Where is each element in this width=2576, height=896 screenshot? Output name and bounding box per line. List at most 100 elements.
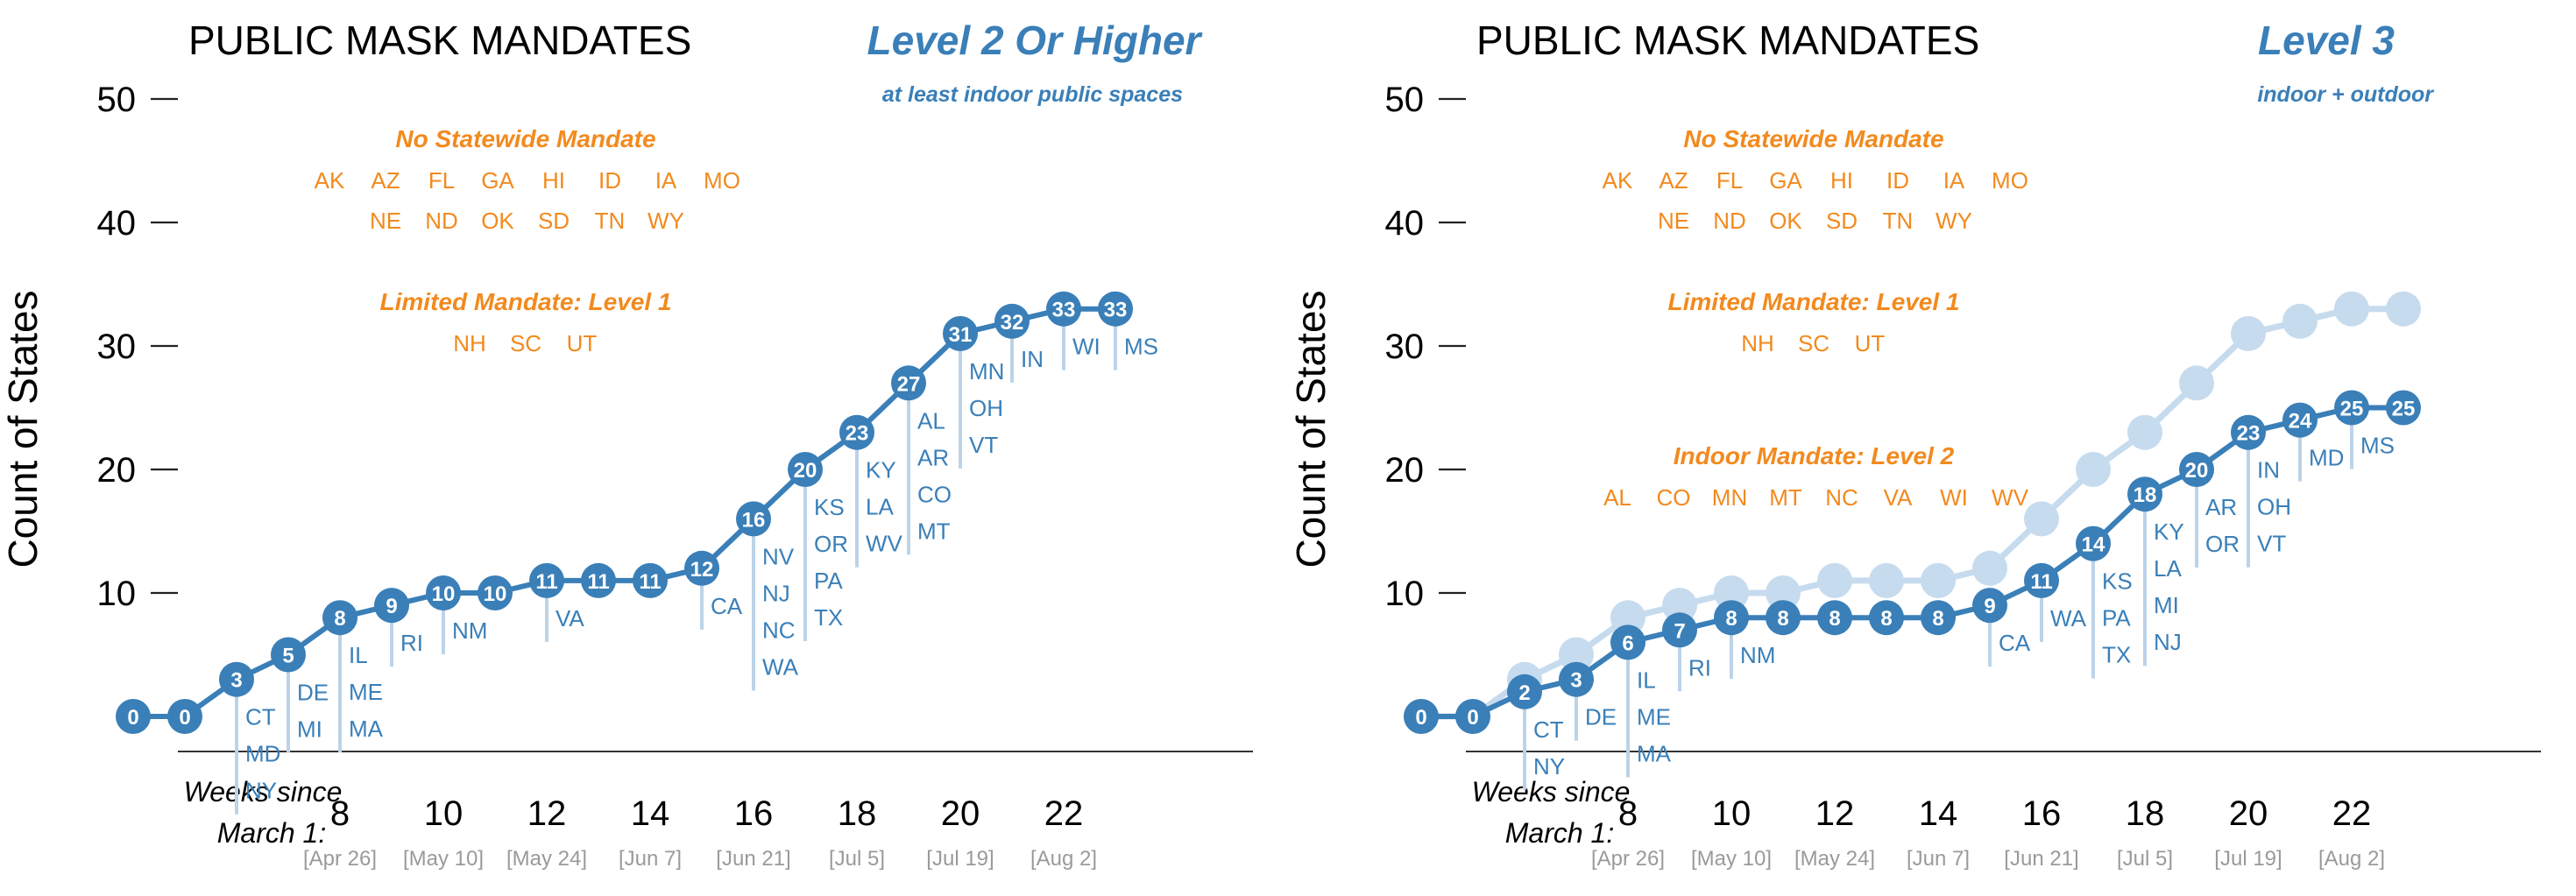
x-tick-label: 8	[1618, 794, 1638, 833]
background-series-point	[1714, 575, 1749, 610]
y-tick-label: 20	[1385, 451, 1425, 490]
background-series-point	[2076, 452, 2111, 487]
data-point	[736, 501, 771, 537]
annotation-state: IA	[655, 167, 677, 194]
x-axis-label-line2: March 1:	[1505, 817, 1614, 849]
state-label: CA	[711, 593, 743, 619]
data-point-label: 3	[230, 669, 242, 693]
x-tick-label: 20	[2229, 794, 2268, 833]
background-series-point	[1921, 562, 1956, 598]
annotation-state: ND	[425, 208, 458, 234]
data-point-label: 0	[179, 706, 190, 730]
x-date-label: [Jul 5]	[2117, 847, 2173, 871]
data-point	[1455, 699, 1490, 734]
data-point-label: 23	[846, 422, 869, 446]
state-label: IN	[1021, 346, 1044, 372]
state-label: WV	[866, 531, 903, 557]
x-axis-label-line1: Weeks since	[184, 776, 343, 808]
state-label: MI	[2154, 592, 2179, 618]
state-label: NM	[452, 617, 487, 644]
annotation-state: NH	[453, 330, 486, 356]
annotation-state: UT	[1855, 330, 1886, 356]
state-label: AR	[2205, 494, 2237, 520]
x-date-label: [Jul 19]	[926, 847, 994, 871]
state-label: NC	[762, 617, 796, 643]
annotation-state: GA	[481, 167, 514, 194]
annotation-state: SD	[1826, 208, 1858, 234]
annotation-state: SC	[1798, 330, 1829, 356]
state-label: LA	[866, 494, 894, 520]
data-point-label: 14	[2082, 533, 2105, 557]
annotation-state: OK	[481, 208, 514, 234]
annotation-state: AL	[1603, 484, 1631, 511]
annotation-state: AK	[1603, 167, 1633, 194]
data-point-label: 23	[2237, 422, 2261, 446]
state-label: MS	[2360, 433, 2395, 459]
annotation-state: SD	[538, 208, 570, 234]
annotation-state: TN	[595, 208, 626, 234]
state-label: ME	[349, 679, 383, 705]
data-point	[1972, 588, 2007, 624]
state-label: VT	[969, 432, 998, 458]
data-point	[1817, 600, 1852, 636]
background-series-point	[1972, 550, 2007, 586]
y-tick-label: 30	[97, 328, 137, 366]
y-tick-label: 50	[97, 81, 137, 119]
data-point-label: 11	[639, 570, 661, 594]
annotation-state: WI	[1940, 484, 1968, 511]
x-tick-label: 22	[2332, 794, 2372, 833]
background-series-point	[2179, 365, 2214, 401]
data-point	[374, 588, 409, 624]
annotation-state: NE	[370, 208, 401, 234]
x-tick-label: 10	[424, 794, 464, 833]
state-label: CO	[917, 481, 952, 507]
x-tick-label: 8	[330, 794, 350, 833]
state-label: WI	[1072, 334, 1100, 360]
data-point-label: 31	[949, 323, 973, 347]
state-label: KY	[2154, 519, 2184, 545]
state-label: NY	[245, 778, 277, 804]
annotation-state: AZ	[371, 167, 400, 194]
data-point	[1559, 661, 1594, 697]
data-point-label: 0	[1467, 706, 1478, 730]
x-tick-label: 16	[734, 794, 774, 833]
x-date-label: [Jul 19]	[2214, 847, 2282, 871]
annotation-state: NE	[1658, 208, 1689, 234]
x-date-label: [Jun 21]	[2004, 847, 2078, 871]
data-point	[2386, 390, 2421, 426]
data-point	[2179, 452, 2214, 487]
y-tick-label: 20	[97, 451, 137, 490]
data-point-label: 2	[1518, 681, 1530, 705]
x-date-label: [Jul 5]	[829, 847, 885, 871]
state-label: WA	[2050, 605, 2087, 631]
data-point	[1766, 600, 1801, 636]
data-point-label: 11	[535, 570, 557, 594]
data-point-label: 33	[1104, 299, 1128, 322]
data-point-label: 8	[334, 607, 345, 631]
annotation-state: NH	[1741, 330, 1774, 356]
x-date-label: [Jun 21]	[716, 847, 790, 871]
data-point-label: 11	[2030, 570, 2052, 594]
annotation-state: ND	[1713, 208, 1746, 234]
annotation-state: UT	[567, 330, 598, 356]
data-point	[581, 562, 616, 598]
data-point-label: 9	[386, 595, 397, 618]
background-series-point	[1869, 562, 1904, 598]
data-point	[1714, 600, 1749, 636]
state-label: IL	[1637, 667, 1656, 693]
background-series-point	[1610, 600, 1645, 636]
data-point-label: 0	[1415, 706, 1426, 730]
data-point-label: 3	[1570, 669, 1582, 693]
chart-title: PUBLIC MASK MANDATES	[1476, 18, 1979, 63]
state-label: OH	[969, 395, 1003, 421]
data-point	[891, 365, 926, 401]
data-point	[1046, 291, 1081, 327]
state-label: MA	[1637, 740, 1672, 766]
state-label: VA	[556, 605, 584, 631]
annotation-state: SC	[510, 330, 541, 356]
x-tick-label: 12	[1815, 794, 1855, 833]
x-date-label: [Apr 26]	[1591, 847, 1665, 871]
x-tick-label: 18	[838, 794, 877, 833]
x-tick-label: 16	[2022, 794, 2062, 833]
x-tick-label: 12	[527, 794, 567, 833]
